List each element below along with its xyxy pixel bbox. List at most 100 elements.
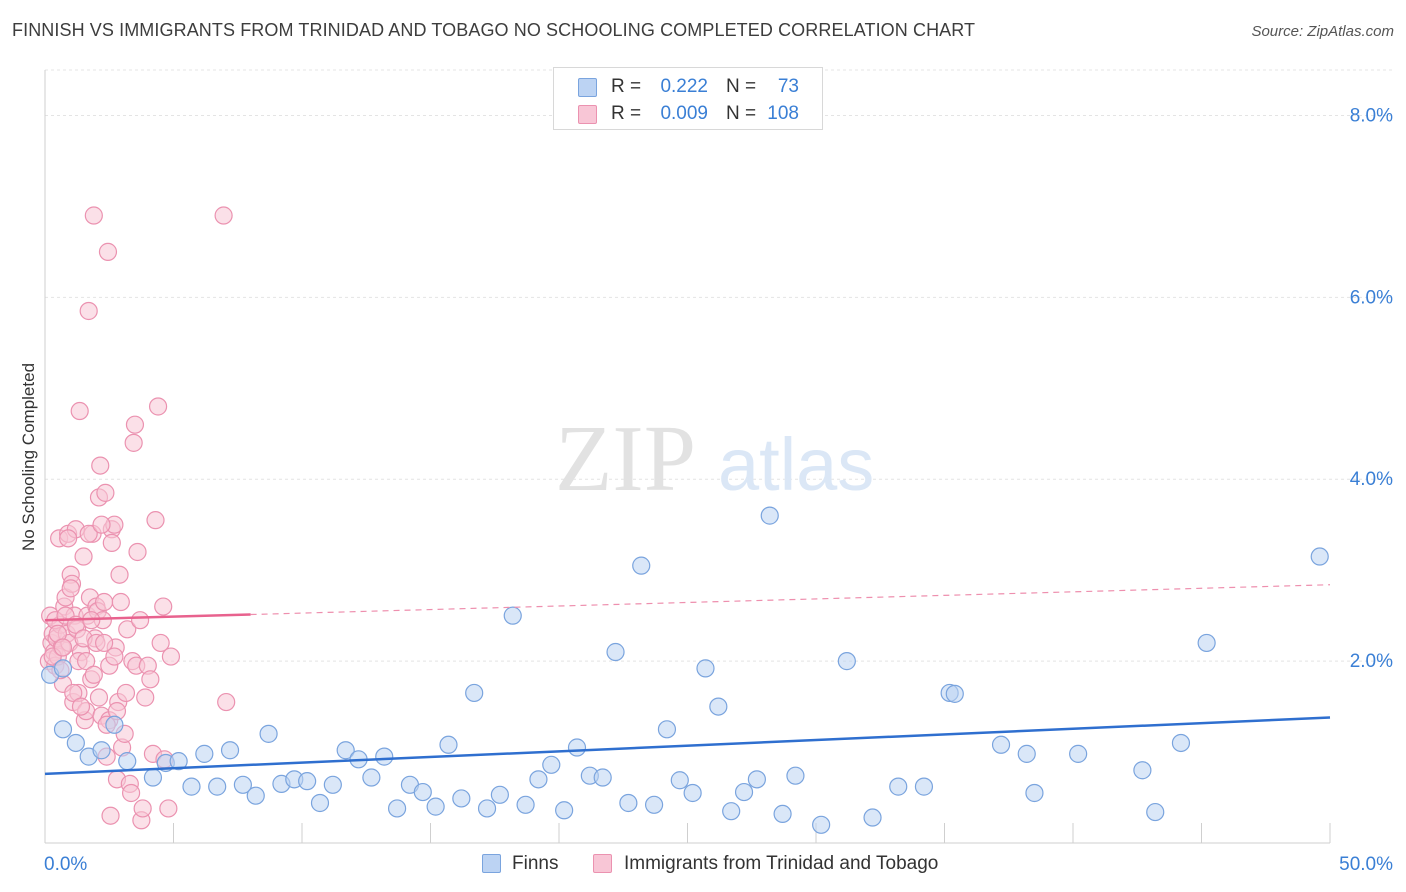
finns-point: [465, 683, 484, 703]
legend-row-finns: R = 0.222 N = 73: [554, 74, 822, 101]
trinidad-point: [159, 799, 178, 818]
x-tick-label-min: 0.0%: [44, 854, 87, 875]
finns-point: [991, 735, 1011, 754]
finns-point: [593, 768, 612, 787]
trinidad-point: [217, 692, 236, 712]
finns-point: [92, 741, 111, 760]
stats-legend: R = 0.222 N = 73 R = 0.009 N = 108: [553, 67, 823, 130]
trinidad-point: [79, 524, 98, 543]
trinidad-point: [111, 592, 130, 612]
finns-point: [945, 684, 964, 703]
finns-point: [362, 768, 381, 787]
legend-n-value: 108: [767, 103, 799, 124]
finns-point: [118, 752, 137, 771]
finns-point: [670, 771, 689, 790]
y-axis-label: No Schooling Completed: [19, 363, 38, 551]
trinidad-point: [61, 579, 80, 598]
trinidad-point: [110, 565, 129, 584]
trinidad-point: [105, 647, 124, 666]
finns-point: [773, 804, 792, 823]
finns-point: [555, 801, 574, 820]
series-legend: Finns Immigrants from Trinidad and Tobag…: [0, 852, 1406, 878]
watermark-zip: ZIP: [555, 407, 696, 511]
legend-label-finns: Finns: [512, 853, 559, 874]
trinidad-point: [125, 415, 145, 434]
grid-lines: [45, 69, 1392, 662]
finns-point: [477, 799, 497, 818]
finns-point: [760, 506, 779, 525]
finns-point: [490, 785, 509, 804]
legend-swatch-trinidad: [593, 854, 612, 873]
watermark: ZIP atlas: [555, 407, 874, 511]
y-tick-label: 6.0%: [1350, 287, 1393, 308]
finns-point: [619, 793, 638, 813]
finns-point: [606, 642, 625, 662]
finns-point: [722, 802, 741, 821]
finns-point: [143, 768, 163, 787]
trinidad-point: [74, 547, 93, 566]
finns-point: [452, 789, 471, 808]
finns-point: [914, 777, 934, 796]
finns-point: [208, 777, 227, 796]
legend-r-label: R =: [611, 76, 642, 97]
legend-r-value: 0.009: [660, 103, 708, 124]
finns-point: [542, 755, 561, 774]
trinidad-trend-line-dashed: [250, 584, 1331, 616]
legend-r-label: R =: [611, 103, 642, 124]
finns-point: [1069, 744, 1088, 763]
trinidad-point: [214, 206, 233, 225]
finns-point: [220, 741, 240, 760]
trinidad-point: [59, 529, 78, 548]
legend-r-value: 0.222: [660, 76, 708, 97]
finns-point: [696, 659, 715, 678]
trinidad-point: [70, 401, 89, 421]
trinidad-point: [154, 597, 173, 616]
finns-point: [1197, 633, 1216, 653]
finns-point: [1310, 547, 1329, 566]
finns-point: [657, 720, 677, 739]
trinidad-point: [136, 688, 155, 707]
trinidad-point: [102, 533, 121, 552]
trinidad-point: [95, 633, 114, 653]
finns-point: [529, 770, 548, 789]
trinidad-point: [141, 670, 160, 689]
trinidad-point: [118, 620, 137, 639]
legend-n-label: N =: [726, 76, 757, 97]
trinidad-point: [64, 683, 83, 703]
finns-point: [644, 795, 664, 814]
finns-point: [413, 782, 432, 802]
finns-trend-line: [44, 716, 1331, 776]
finns-point: [863, 808, 882, 827]
trinidad-point: [146, 511, 165, 530]
finns-point: [298, 772, 317, 791]
finns-point: [53, 659, 73, 678]
finns-point: [169, 752, 188, 771]
series-finns-points: [41, 506, 1329, 834]
legend-row-trinidad: R = 0.009 N = 108: [554, 101, 822, 128]
trend-lines: [44, 584, 1331, 776]
finns-point: [1017, 744, 1036, 763]
finns-point: [66, 733, 85, 753]
y-tick-label: 2.0%: [1350, 651, 1393, 672]
finns-point: [1146, 802, 1165, 822]
finns-point: [310, 793, 330, 813]
trinidad-point: [71, 697, 91, 716]
trinidad-point: [124, 433, 143, 452]
finns-point: [889, 777, 908, 796]
finns-point: [1025, 783, 1044, 803]
chart-title: FINNISH VS IMMIGRANTS FROM TRINIDAD AND …: [12, 20, 976, 40]
finns-point: [734, 782, 754, 802]
finns-point: [53, 720, 73, 739]
finns-point: [1171, 733, 1191, 753]
trinidad-point: [95, 592, 114, 612]
finns-point: [195, 744, 214, 763]
legend-swatch-trinidad: [578, 105, 597, 124]
trinidad-point: [130, 611, 150, 630]
y-tick-label: 8.0%: [1350, 105, 1393, 126]
trinidad-point: [92, 515, 111, 534]
source-label: Source: ZipAtlas.com: [1251, 23, 1394, 40]
trinidad-point: [96, 483, 115, 502]
finns-point: [516, 795, 535, 814]
legend-label-trinidad: Immigrants from Trinidad and Tobago: [624, 853, 939, 874]
